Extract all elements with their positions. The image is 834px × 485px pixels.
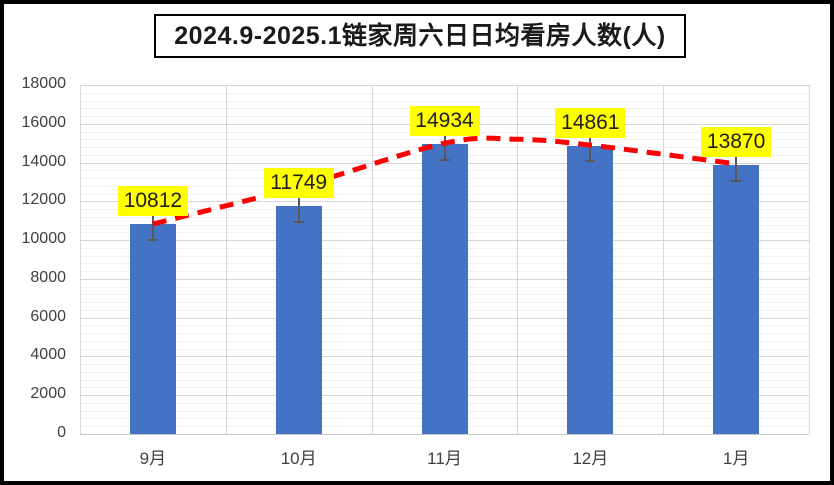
bar xyxy=(129,224,176,434)
bar-error-cap xyxy=(585,160,596,163)
bar-error-cap xyxy=(439,158,450,161)
y-tick-label: 4000 xyxy=(30,346,66,364)
bar-data-label: 13870 xyxy=(701,127,772,158)
y-tick-label: 16000 xyxy=(21,113,67,131)
bar-error-whisker xyxy=(297,195,300,222)
y-gridline-major xyxy=(80,85,809,86)
category-gridline xyxy=(517,85,519,434)
bar xyxy=(275,206,322,434)
category-gridline xyxy=(225,85,227,434)
bar xyxy=(421,144,468,434)
x-axis-line xyxy=(80,434,809,435)
category-gridline xyxy=(663,85,665,434)
y-tick-label: 2000 xyxy=(30,385,66,403)
y-tick-label: 8000 xyxy=(30,268,66,286)
bar-error-cap xyxy=(731,179,742,182)
bar-error-whisker xyxy=(151,213,154,240)
bar-error-cap xyxy=(293,220,304,223)
category-gridline xyxy=(809,85,810,434)
y-tick-label: 18000 xyxy=(21,75,67,92)
bar-data-label: 11749 xyxy=(263,168,334,199)
y-gridline-minor xyxy=(80,92,809,94)
bar xyxy=(567,145,614,434)
bar-error-whisker xyxy=(589,135,592,162)
bar-data-label: 10812 xyxy=(117,186,188,217)
y-tick-label: 10000 xyxy=(21,230,67,248)
bar xyxy=(713,165,760,434)
category-gridline xyxy=(80,85,81,434)
bar-data-label: 14861 xyxy=(555,107,626,138)
x-tick-label: 10月 xyxy=(280,449,317,468)
chart-title: 2024.9-2025.1链家周六日日均看房人数(人) xyxy=(154,14,686,58)
x-tick-label: 1月 xyxy=(722,449,750,468)
bar-error-whisker xyxy=(443,133,446,160)
x-tick-label: 11月 xyxy=(427,449,462,468)
y-tick-label: 14000 xyxy=(21,152,67,170)
bar-error-whisker xyxy=(735,154,738,181)
category-gridline xyxy=(371,85,373,434)
bar-data-label: 14934 xyxy=(409,106,480,137)
y-gridline-minor xyxy=(80,100,809,102)
x-tick-label: 9月 xyxy=(139,449,167,468)
bar-error-cap xyxy=(147,238,158,241)
y-tick-label: 12000 xyxy=(21,191,67,209)
y-tick-label: 6000 xyxy=(30,307,66,325)
y-tick-label: 0 xyxy=(57,424,66,441)
x-tick-label: 12月 xyxy=(572,449,609,468)
